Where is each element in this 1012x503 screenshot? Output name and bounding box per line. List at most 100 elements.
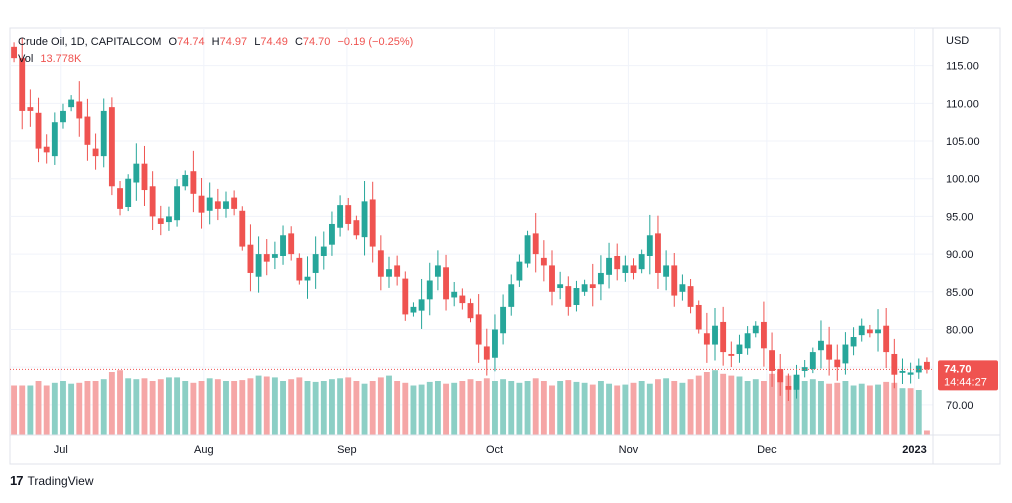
candle xyxy=(606,242,612,289)
volume-bar xyxy=(190,382,197,435)
volume-bar xyxy=(720,373,727,435)
volume-bar xyxy=(850,385,857,435)
price-candles xyxy=(11,37,930,401)
volume-bar xyxy=(475,381,482,435)
candle-body xyxy=(369,199,376,247)
candle xyxy=(434,250,441,291)
candle xyxy=(459,288,466,310)
volume-bar xyxy=(141,378,148,435)
legend-low-value: 74.49 xyxy=(260,36,288,48)
candle-body xyxy=(386,269,392,277)
candle xyxy=(361,181,368,256)
time-axis[interactable]: Jul Aug Sep Oct Nov Dec 2023 xyxy=(54,444,927,456)
candle-body xyxy=(508,284,515,307)
candle xyxy=(337,195,344,237)
volume-bar xyxy=(329,379,335,435)
candle xyxy=(492,314,498,372)
candle xyxy=(793,364,800,399)
candle-body xyxy=(117,188,123,209)
candle-body xyxy=(801,367,808,371)
volume-bar xyxy=(760,381,767,435)
candle xyxy=(858,318,865,342)
candle-body xyxy=(271,254,278,258)
candle-body xyxy=(149,186,156,217)
candle-body xyxy=(190,171,197,194)
candle-body xyxy=(133,163,140,183)
candle xyxy=(51,112,58,165)
candle-body xyxy=(549,265,555,292)
candle xyxy=(377,235,384,291)
volume-bar xyxy=(565,380,572,435)
volume-bar xyxy=(43,385,50,435)
candle xyxy=(214,188,221,221)
volume-bar xyxy=(174,377,181,435)
candle xyxy=(769,332,776,387)
volume-bar xyxy=(402,382,409,435)
volume-bar xyxy=(875,384,881,435)
price-tick-label: 85.00 xyxy=(946,287,974,299)
volume-bar xyxy=(149,381,156,435)
candle xyxy=(760,301,767,367)
candle xyxy=(108,97,115,196)
legend-symbol[interactable]: Crude Oil, 1D, CAPITALCOM xyxy=(18,36,162,48)
volume-bar xyxy=(581,382,588,435)
candle-body xyxy=(76,101,83,119)
candle xyxy=(508,274,515,316)
candle-body xyxy=(157,218,164,224)
candle xyxy=(866,324,873,338)
candle-body xyxy=(532,233,539,255)
candle xyxy=(296,253,303,285)
candle xyxy=(597,255,604,301)
candle-body xyxy=(614,255,621,270)
volume-bar xyxy=(296,377,303,435)
candle-body xyxy=(875,329,881,334)
candle xyxy=(907,362,914,384)
candle-body xyxy=(695,304,702,330)
candle xyxy=(386,256,392,288)
time-tick-label: Nov xyxy=(619,444,639,456)
volume-bar xyxy=(703,372,710,435)
candle-body xyxy=(777,369,784,383)
volume-bar xyxy=(247,378,254,435)
candle xyxy=(589,263,596,307)
volume-bar xyxy=(165,377,172,435)
candle-body xyxy=(60,110,66,123)
candle-body xyxy=(345,205,352,224)
candle-body xyxy=(842,344,849,364)
candle-body xyxy=(655,233,661,273)
volume-bar xyxy=(842,381,849,435)
candle xyxy=(752,321,759,338)
volume-bar xyxy=(891,382,898,435)
ohlc-legend: Crude Oil, 1D, CAPITALCOM O74.74 H74.97 … xyxy=(18,36,417,48)
candle xyxy=(923,357,930,374)
time-tick-label: Dec xyxy=(757,444,777,456)
candle xyxy=(206,182,213,225)
candle-body xyxy=(304,276,311,281)
legend-open-label: O xyxy=(168,36,178,48)
time-tick-label: Jul xyxy=(54,444,68,456)
candle xyxy=(84,98,91,161)
candle-body xyxy=(557,284,564,289)
volume-bar xyxy=(785,375,792,435)
candle-body xyxy=(540,257,547,266)
price-tick-label: 110.00 xyxy=(946,98,979,110)
candle-body xyxy=(883,325,890,353)
axis-currency-label: USD xyxy=(946,35,969,47)
candle-body xyxy=(597,272,604,285)
volume-bar xyxy=(606,383,612,435)
candle-body xyxy=(19,58,26,111)
candle-body xyxy=(907,372,914,375)
candle-body xyxy=(125,178,132,208)
tradingview-brand[interactable]: 17 TradingView xyxy=(10,473,94,488)
candle-body xyxy=(500,306,507,334)
candle-body xyxy=(915,365,922,373)
candle xyxy=(43,134,50,164)
candle-body xyxy=(866,329,873,334)
candle xyxy=(744,326,751,355)
volume-bar xyxy=(280,381,286,435)
candle xyxy=(11,42,18,63)
price-tick-label: 70.00 xyxy=(946,400,974,412)
volume-legend-label[interactable]: Vol xyxy=(18,53,34,65)
legend-high: H74.97 xyxy=(212,36,247,48)
